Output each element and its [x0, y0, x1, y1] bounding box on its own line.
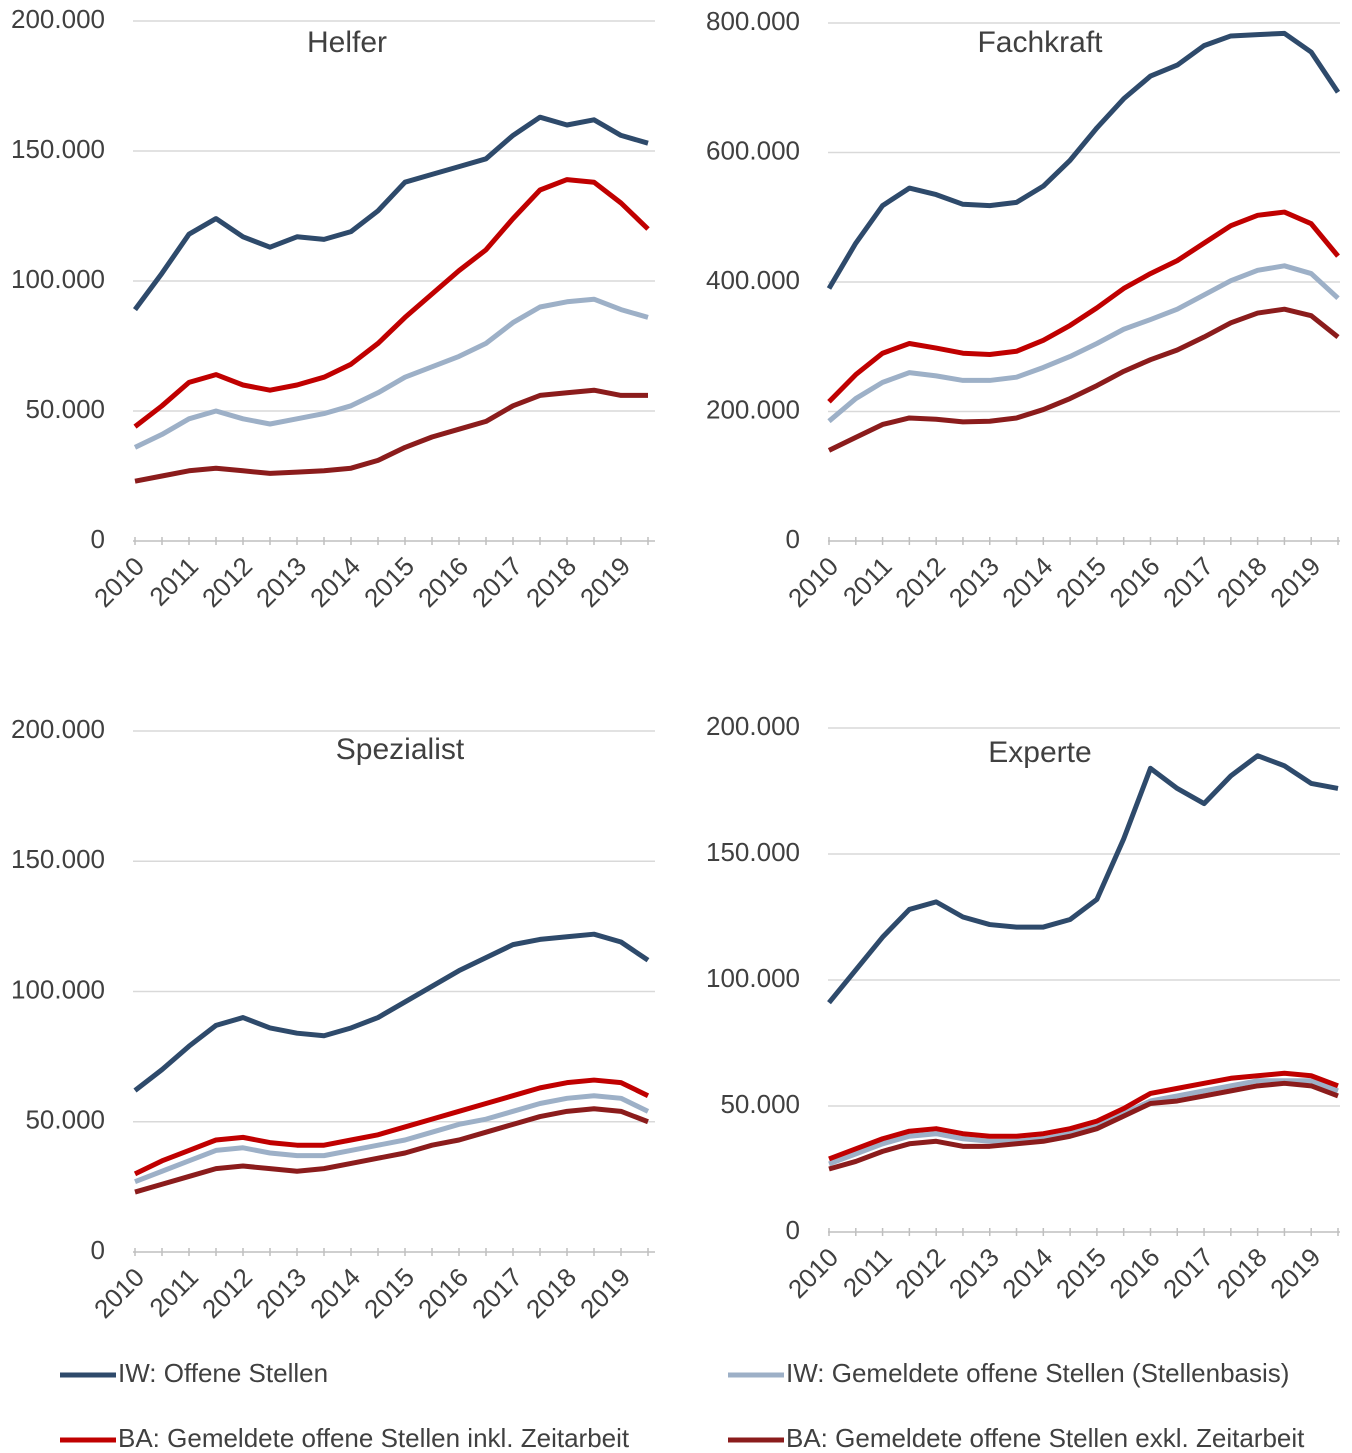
x-tick-label: 2010 — [88, 1262, 150, 1324]
series-line — [827, 209, 1340, 404]
x-tick-label: 2014 — [304, 551, 366, 613]
x-tick-label: 2015 — [358, 551, 420, 613]
x-tick-label: 2017 — [1157, 551, 1219, 613]
series-line — [133, 296, 649, 450]
chart-title: Fachkraft — [977, 26, 1103, 59]
x-tick-label: 2012 — [196, 551, 258, 613]
series-line — [132, 114, 649, 312]
series-line — [827, 753, 1339, 1005]
y-tick-label: 200.000 — [11, 4, 105, 34]
y-tick-label: 0 — [786, 524, 800, 554]
x-tick-label: 2012 — [889, 1242, 951, 1304]
x-tick-label: 2017 — [466, 1262, 528, 1324]
y-tick-label: 600.000 — [706, 135, 800, 165]
y-tick-label: 200.000 — [11, 714, 105, 744]
series-line — [133, 177, 650, 429]
x-tick-label: 2016 — [412, 551, 474, 613]
x-tick-label: 2015 — [1050, 551, 1112, 613]
x-tick-label: 2015 — [358, 1262, 420, 1324]
x-tick-label: 2011 — [143, 551, 204, 612]
y-tick-label: 0 — [91, 1235, 105, 1265]
x-tick-label: 2018 — [520, 1262, 582, 1324]
x-tick-label: 2010 — [782, 1242, 844, 1304]
x-tick-label: 2011 — [837, 1242, 898, 1303]
legend-label: BA: Gemeldete offene Stellen inkl. Zeita… — [118, 1423, 630, 1453]
x-tick-label: 2013 — [250, 551, 312, 613]
x-tick-label: 2019 — [1264, 551, 1326, 613]
series-line — [828, 1070, 1339, 1162]
y-tick-label: 100.000 — [706, 963, 800, 993]
y-tick-label: 100.000 — [11, 264, 105, 294]
series-line — [134, 1106, 649, 1195]
y-tick-label: 150.000 — [11, 134, 105, 164]
series-line — [133, 1077, 650, 1177]
x-tick-label: 2019 — [574, 1262, 636, 1324]
x-tick-label: 2010 — [88, 551, 150, 613]
series-line — [133, 931, 650, 1093]
x-tick-label: 2012 — [196, 1262, 258, 1324]
x-tick-label: 2016 — [1103, 1242, 1165, 1304]
chart-title: Spezialist — [336, 733, 465, 766]
x-tick-label: 2010 — [782, 551, 844, 613]
x-tick-label: 2017 — [466, 551, 528, 613]
y-tick-label: 50.000 — [25, 394, 105, 424]
x-tick-label: 2018 — [1211, 551, 1273, 613]
series-line — [134, 387, 648, 484]
x-tick-label: 2012 — [889, 551, 951, 613]
x-tick-label: 2016 — [412, 1262, 474, 1324]
x-tick-label: 2015 — [1050, 1242, 1112, 1304]
series-line — [827, 263, 1340, 424]
y-tick-label: 150.000 — [706, 837, 800, 867]
series-line — [826, 30, 1341, 290]
y-tick-label: 50.000 — [720, 1089, 800, 1119]
chart-title: Helfer — [307, 26, 387, 59]
legend-label: IW: Gemeldete offene Stellen (Stellenbas… — [786, 1358, 1289, 1388]
y-tick-label: 0 — [91, 524, 105, 554]
y-tick-label: 150.000 — [11, 844, 105, 874]
y-tick-label: 800.000 — [706, 6, 800, 36]
y-tick-label: 0 — [786, 1215, 800, 1245]
x-tick-label: 2016 — [1103, 551, 1165, 613]
x-tick-label: 2013 — [943, 1242, 1005, 1304]
x-tick-label: 2014 — [304, 1262, 366, 1324]
series-line — [828, 1080, 1339, 1172]
x-tick-label: 2014 — [996, 551, 1058, 613]
y-tick-label: 400.000 — [706, 265, 800, 295]
x-tick-label: 2011 — [143, 1262, 204, 1323]
x-tick-label: 2018 — [1211, 1242, 1273, 1304]
x-tick-label: 2013 — [250, 1262, 312, 1324]
x-tick-label: 2019 — [574, 551, 636, 613]
y-tick-label: 100.000 — [11, 974, 105, 1004]
x-tick-label: 2013 — [943, 551, 1005, 613]
y-tick-label: 200.000 — [706, 394, 800, 424]
legend-label: IW: Offene Stellen — [118, 1358, 328, 1388]
y-tick-label: 50.000 — [25, 1105, 105, 1135]
x-tick-label: 2014 — [996, 1242, 1058, 1304]
y-tick-label: 200.000 — [706, 711, 800, 741]
x-tick-label: 2018 — [520, 551, 582, 613]
chart-title: Experte — [988, 736, 1091, 769]
series-line — [827, 306, 1340, 453]
x-tick-label: 2017 — [1157, 1242, 1219, 1304]
legend-label: BA: Gemeldete offene Stellen exkl. Zeita… — [786, 1423, 1305, 1453]
x-tick-label: 2019 — [1264, 1242, 1326, 1304]
series-line — [134, 1093, 650, 1185]
x-tick-label: 2011 — [837, 551, 898, 612]
